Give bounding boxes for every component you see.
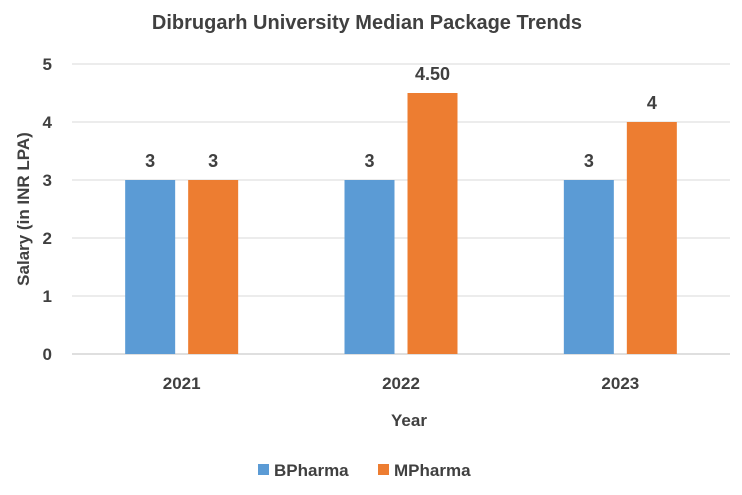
chart-title: Dibrugarh University Median Package Tren… <box>152 12 582 34</box>
data-label: 3 <box>145 151 155 171</box>
y-tick-label: 2 <box>43 229 52 248</box>
legend-label-mpharma: MPharma <box>394 461 471 480</box>
y-tick-label: 5 <box>43 55 52 74</box>
bar-mpharma-2021 <box>188 180 239 354</box>
data-label: 4 <box>647 93 657 113</box>
data-label: 3 <box>584 151 594 171</box>
y-tick-label: 1 <box>43 287 52 306</box>
y-tick-label: 4 <box>43 113 53 132</box>
data-label: 4.50 <box>415 64 450 84</box>
x-tick-label: 2022 <box>382 374 420 393</box>
y-axis-label: Salary (in INR LPA) <box>14 132 33 286</box>
data-label: 3 <box>208 151 218 171</box>
bar-bpharma-2022 <box>344 180 395 354</box>
x-axis-label: Year <box>391 411 427 430</box>
bar-mpharma-2022 <box>407 93 458 354</box>
x-tick-label: 2021 <box>163 374 201 393</box>
bar-bpharma-2023 <box>563 180 614 354</box>
x-tick-label: 2023 <box>601 374 639 393</box>
legend-swatch-mpharma <box>378 464 389 475</box>
legend-label-bpharma: BPharma <box>274 461 349 480</box>
data-label: 3 <box>364 151 374 171</box>
bar-bpharma-2021 <box>125 180 176 354</box>
legend-swatch-bpharma <box>258 464 269 475</box>
bar-mpharma-2023 <box>626 122 677 354</box>
y-tick-label: 0 <box>43 345 52 364</box>
y-tick-label: 3 <box>43 171 52 190</box>
